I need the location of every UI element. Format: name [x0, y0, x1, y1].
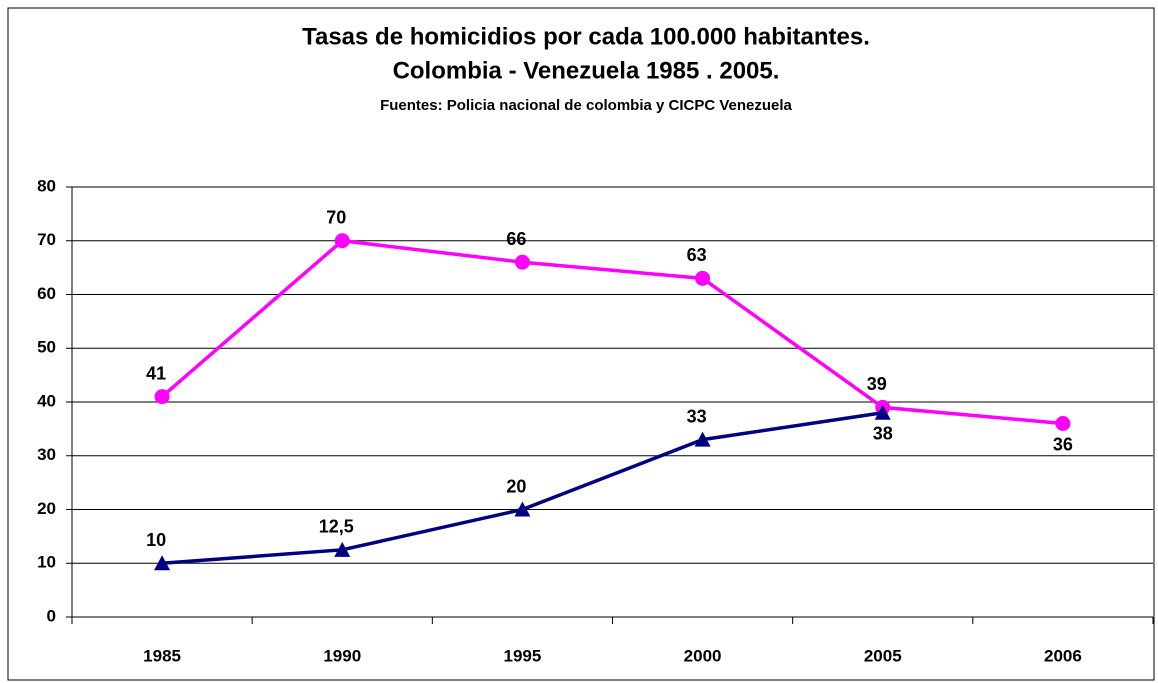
- data-label: 63: [687, 245, 707, 265]
- x-tick-label: 2005: [864, 646, 902, 665]
- data-label: 10: [146, 530, 166, 550]
- x-tick-label: 1985: [143, 646, 181, 665]
- data-label: 20: [506, 476, 526, 496]
- y-tick-label: 10: [37, 553, 56, 572]
- marker: [154, 389, 170, 405]
- marker: [154, 555, 171, 571]
- series-line: [160, 238, 1064, 426]
- marker: [874, 404, 891, 420]
- marker: [334, 233, 350, 249]
- marker: [695, 270, 711, 286]
- y-tick-label: 80: [37, 176, 56, 195]
- data-label: 66: [506, 229, 526, 249]
- y-tick-label: 30: [37, 445, 56, 464]
- data-label: 38: [873, 424, 893, 444]
- chart-title: Tasas de homicidios por cada 100.000 hab…: [302, 23, 870, 50]
- data-label: 39: [867, 374, 887, 394]
- x-tick-label: 1990: [323, 646, 361, 665]
- marker: [514, 254, 530, 270]
- marker: [334, 541, 351, 557]
- data-label: 41: [146, 363, 166, 383]
- y-tick-label: 70: [37, 230, 56, 249]
- y-tick-label: 50: [37, 338, 56, 357]
- data-label: 70: [326, 208, 346, 228]
- chart-subtitle: Fuentes: Policia nacional de colombia y …: [380, 97, 792, 114]
- y-tick-label: 40: [37, 391, 56, 410]
- x-tick-label: 2000: [684, 646, 722, 665]
- marker: [514, 501, 531, 517]
- chart-frame: [7, 7, 1155, 681]
- x-tick-label: 1995: [504, 646, 542, 665]
- data-label: 12,5: [319, 517, 354, 537]
- chart-title: Colombia - Venezuela 1985 . 2005.: [393, 57, 780, 84]
- marker: [694, 431, 711, 447]
- y-tick-label: 20: [37, 499, 56, 518]
- y-tick-label: 0: [47, 606, 56, 625]
- x-tick-label: 2006: [1044, 646, 1082, 665]
- data-label: 33: [687, 406, 707, 426]
- data-label: 36: [1053, 434, 1073, 454]
- marker: [1055, 416, 1071, 431]
- y-tick-label: 60: [37, 284, 56, 303]
